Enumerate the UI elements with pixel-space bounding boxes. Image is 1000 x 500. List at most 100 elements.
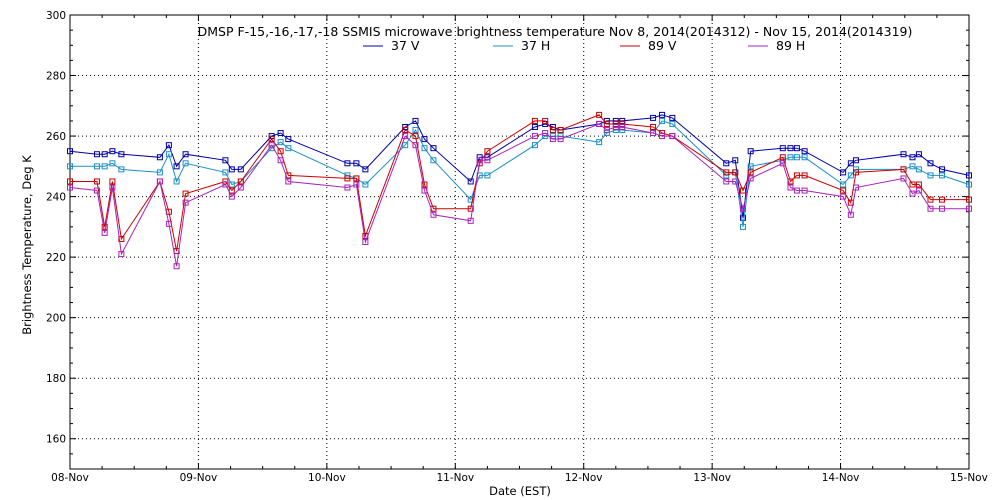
y-tick-label: 220 xyxy=(46,252,66,264)
data-point-89-v xyxy=(840,187,847,194)
data-point-89-h xyxy=(542,130,549,137)
data-point-37-h xyxy=(402,142,409,149)
x-tick-label: 09-Nov xyxy=(180,472,218,484)
data-point-37-h xyxy=(109,160,116,167)
data-point-89-h xyxy=(101,229,108,236)
y-axis-label: Brightness Temperature, Deg K xyxy=(20,155,34,335)
data-point-37-h xyxy=(939,172,946,179)
data-point-89-h xyxy=(966,205,972,212)
data-point-37-v xyxy=(650,114,657,121)
data-point-89-v xyxy=(939,196,946,203)
data-point-89-h xyxy=(669,133,676,140)
data-point-89-v xyxy=(732,169,739,176)
data-point-37-v xyxy=(793,145,800,152)
data-point-37-h xyxy=(531,142,538,149)
data-point-89-v xyxy=(596,111,603,118)
data-point-89-h xyxy=(779,160,786,167)
data-point-37-v xyxy=(228,166,235,173)
series-89-v xyxy=(67,111,972,255)
chart-title: DMSP F-15,-16,-17,-18 SSMIS microwave br… xyxy=(198,24,913,39)
data-point-89-v xyxy=(412,133,419,140)
data-point-37-v xyxy=(619,117,626,124)
data-point-89-h xyxy=(67,184,73,191)
data-point-89-h xyxy=(909,190,916,197)
data-point-37-v xyxy=(353,160,360,167)
data-point-37-v xyxy=(732,157,739,164)
data-point-89-v xyxy=(787,178,794,185)
data-point-37-h xyxy=(669,120,676,127)
data-point-37-h xyxy=(739,223,746,230)
data-point-89-v xyxy=(277,148,284,155)
data-point-37-v xyxy=(966,172,972,179)
data-point-89-h xyxy=(900,175,907,182)
data-point-89-v xyxy=(852,169,859,176)
data-point-89-v xyxy=(909,181,916,188)
data-point-89-h xyxy=(173,263,180,270)
data-point-89-h xyxy=(915,187,922,194)
x-tick-label: 15-Nov xyxy=(950,472,988,484)
data-point-37-v xyxy=(669,114,676,121)
data-point-37-h xyxy=(723,172,730,179)
data-point-89-h xyxy=(801,187,808,194)
data-point-37-v xyxy=(659,111,666,118)
data-point-89-v xyxy=(779,154,786,161)
data-point-37-h xyxy=(787,154,794,161)
data-point-37-h xyxy=(915,166,922,173)
series-line-89-v xyxy=(70,114,969,252)
data-point-89-h xyxy=(353,181,360,188)
data-point-89-v xyxy=(109,178,116,185)
data-point-37-h xyxy=(840,181,847,188)
data-point-89-h xyxy=(840,193,847,200)
x-axis-label: Date (EST) xyxy=(489,484,551,498)
y-tick-label: 280 xyxy=(46,71,66,83)
data-point-37-h xyxy=(909,163,916,170)
data-point-37-v xyxy=(612,117,619,124)
data-point-89-v xyxy=(268,136,275,143)
data-point-37-v xyxy=(421,136,428,143)
data-point-89-v xyxy=(182,190,189,197)
y-tick-label: 200 xyxy=(46,313,66,325)
data-point-89-h xyxy=(228,193,235,200)
data-point-89-h xyxy=(285,178,292,185)
data-point-89-h xyxy=(237,184,244,191)
series-line-89-h xyxy=(69,123,969,267)
data-point-37-v xyxy=(747,148,754,155)
data-point-89-h xyxy=(612,123,619,130)
data-point-37-v xyxy=(93,151,100,158)
data-point-37-v xyxy=(467,178,474,185)
data-point-37-v xyxy=(165,142,172,149)
data-point-89-h xyxy=(603,127,610,134)
y-tick-label: 260 xyxy=(46,131,66,143)
data-point-37-h xyxy=(228,181,235,188)
data-point-89-v xyxy=(228,187,235,194)
data-point-89-v xyxy=(421,181,428,188)
data-point-37-v xyxy=(109,148,116,155)
data-point-37-h xyxy=(101,163,108,170)
data-point-89-h xyxy=(165,220,172,227)
data-point-37-h xyxy=(596,139,603,146)
axis-ticks: 160 180 200 220 240 260 280 300 08-Nov 09-Nov 10-N… xyxy=(46,10,988,484)
legend-item-89-v: 89 V xyxy=(620,38,677,53)
data-point-89-v xyxy=(966,196,972,203)
data-point-89-v xyxy=(619,120,626,127)
data-point-89-v xyxy=(344,175,351,182)
data-point-37-v xyxy=(476,154,483,161)
data-point-89-h xyxy=(557,136,564,143)
data-point-89-v xyxy=(549,127,556,134)
data-point-37-v xyxy=(344,160,351,167)
legend-item-37-v: 37 V xyxy=(363,38,420,53)
data-point-89-v xyxy=(723,169,730,176)
data-point-37-h xyxy=(747,163,754,170)
data-point-89-v xyxy=(531,117,538,124)
data-point-37-v xyxy=(362,166,369,173)
data-point-89-v xyxy=(93,178,100,185)
data-point-89-v xyxy=(484,148,491,155)
data-point-37-h xyxy=(966,181,972,188)
data-point-89-v xyxy=(612,120,619,127)
data-point-89-v xyxy=(801,172,808,179)
series-line-37-h xyxy=(70,120,970,227)
y-tick-label: 240 xyxy=(46,192,66,204)
data-point-37-v xyxy=(852,157,859,164)
series-37-v xyxy=(67,111,972,221)
data-point-89-v xyxy=(650,123,657,130)
